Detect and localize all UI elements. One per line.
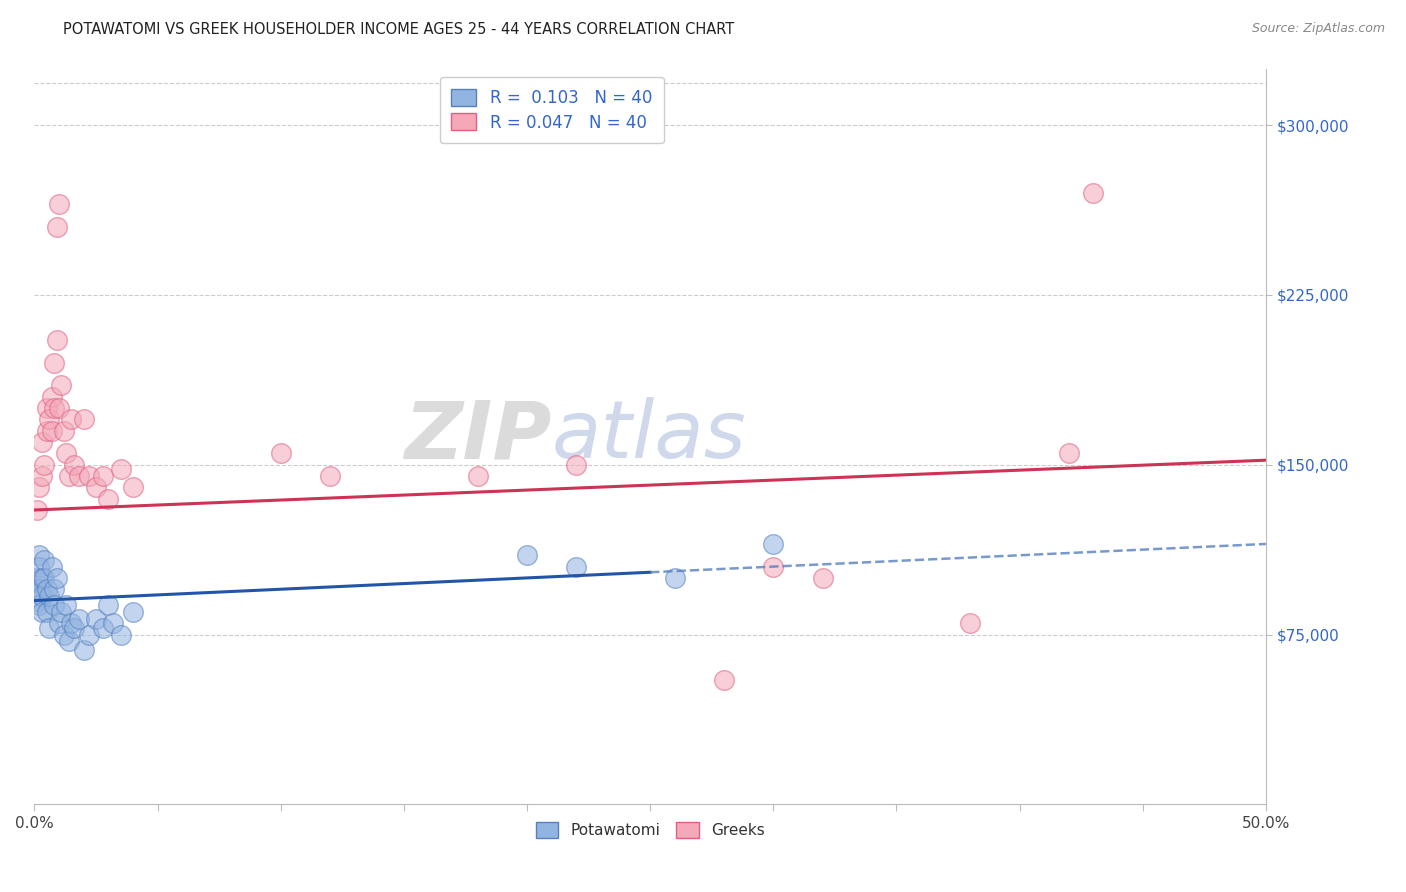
Point — [565, 559, 588, 574]
Point — [77, 469, 100, 483]
Point — [62, 621, 84, 635]
Point — [1083, 186, 1105, 200]
Point — [42, 356, 65, 370]
Point — [32, 571, 55, 585]
Point — [97, 491, 120, 506]
Point — [31, 571, 53, 585]
Point — [122, 480, 145, 494]
Point — [42, 598, 65, 612]
Point — [319, 469, 342, 483]
Point — [31, 589, 53, 603]
Point — [122, 605, 145, 619]
Point — [84, 480, 107, 494]
Point — [41, 390, 63, 404]
Point — [67, 469, 90, 483]
Point — [42, 401, 65, 416]
Point — [91, 469, 114, 483]
Point — [48, 616, 70, 631]
Point — [103, 616, 125, 631]
Point — [62, 458, 84, 472]
Point — [38, 412, 60, 426]
Point — [45, 333, 67, 347]
Point — [32, 553, 55, 567]
Point — [38, 589, 60, 603]
Point — [110, 627, 132, 641]
Point — [35, 424, 58, 438]
Point — [84, 612, 107, 626]
Point — [77, 627, 100, 641]
Point — [28, 598, 51, 612]
Point — [28, 582, 51, 597]
Point — [1057, 446, 1080, 460]
Point — [55, 446, 77, 460]
Text: Source: ZipAtlas.com: Source: ZipAtlas.com — [1251, 22, 1385, 36]
Point — [467, 469, 489, 483]
Point — [28, 480, 51, 494]
Text: ZIP: ZIP — [405, 398, 551, 475]
Point — [565, 458, 588, 472]
Point — [35, 401, 58, 416]
Point — [516, 549, 538, 563]
Point — [25, 593, 48, 607]
Point — [60, 616, 83, 631]
Point — [91, 621, 114, 635]
Point — [48, 197, 70, 211]
Point — [72, 643, 94, 657]
Point — [762, 559, 785, 574]
Point — [48, 401, 70, 416]
Point — [51, 605, 73, 619]
Point — [25, 503, 48, 517]
Point — [664, 571, 686, 585]
Point — [45, 571, 67, 585]
Point — [51, 378, 73, 392]
Point — [97, 598, 120, 612]
Point — [959, 616, 981, 631]
Point — [110, 462, 132, 476]
Point — [31, 469, 53, 483]
Point — [41, 424, 63, 438]
Point — [25, 582, 48, 597]
Point — [28, 559, 51, 574]
Point — [35, 605, 58, 619]
Point — [58, 469, 80, 483]
Point — [55, 598, 77, 612]
Point — [52, 627, 75, 641]
Point — [31, 435, 53, 450]
Text: POTAWATOMI VS GREEK HOUSEHOLDER INCOME AGES 25 - 44 YEARS CORRELATION CHART: POTAWATOMI VS GREEK HOUSEHOLDER INCOME A… — [63, 22, 734, 37]
Text: atlas: atlas — [551, 398, 747, 475]
Legend: Potawatomi, Greeks: Potawatomi, Greeks — [530, 816, 770, 845]
Point — [42, 582, 65, 597]
Point — [41, 559, 63, 574]
Point — [38, 621, 60, 635]
Point — [60, 412, 83, 426]
Point — [67, 612, 90, 626]
Point — [762, 537, 785, 551]
Point — [270, 446, 292, 460]
Point — [58, 634, 80, 648]
Point — [32, 458, 55, 472]
Point — [31, 605, 53, 619]
Point — [713, 673, 735, 687]
Point — [52, 424, 75, 438]
Point — [45, 219, 67, 234]
Point — [35, 582, 58, 597]
Point — [72, 412, 94, 426]
Point — [811, 571, 834, 585]
Point — [28, 549, 51, 563]
Point — [25, 571, 48, 585]
